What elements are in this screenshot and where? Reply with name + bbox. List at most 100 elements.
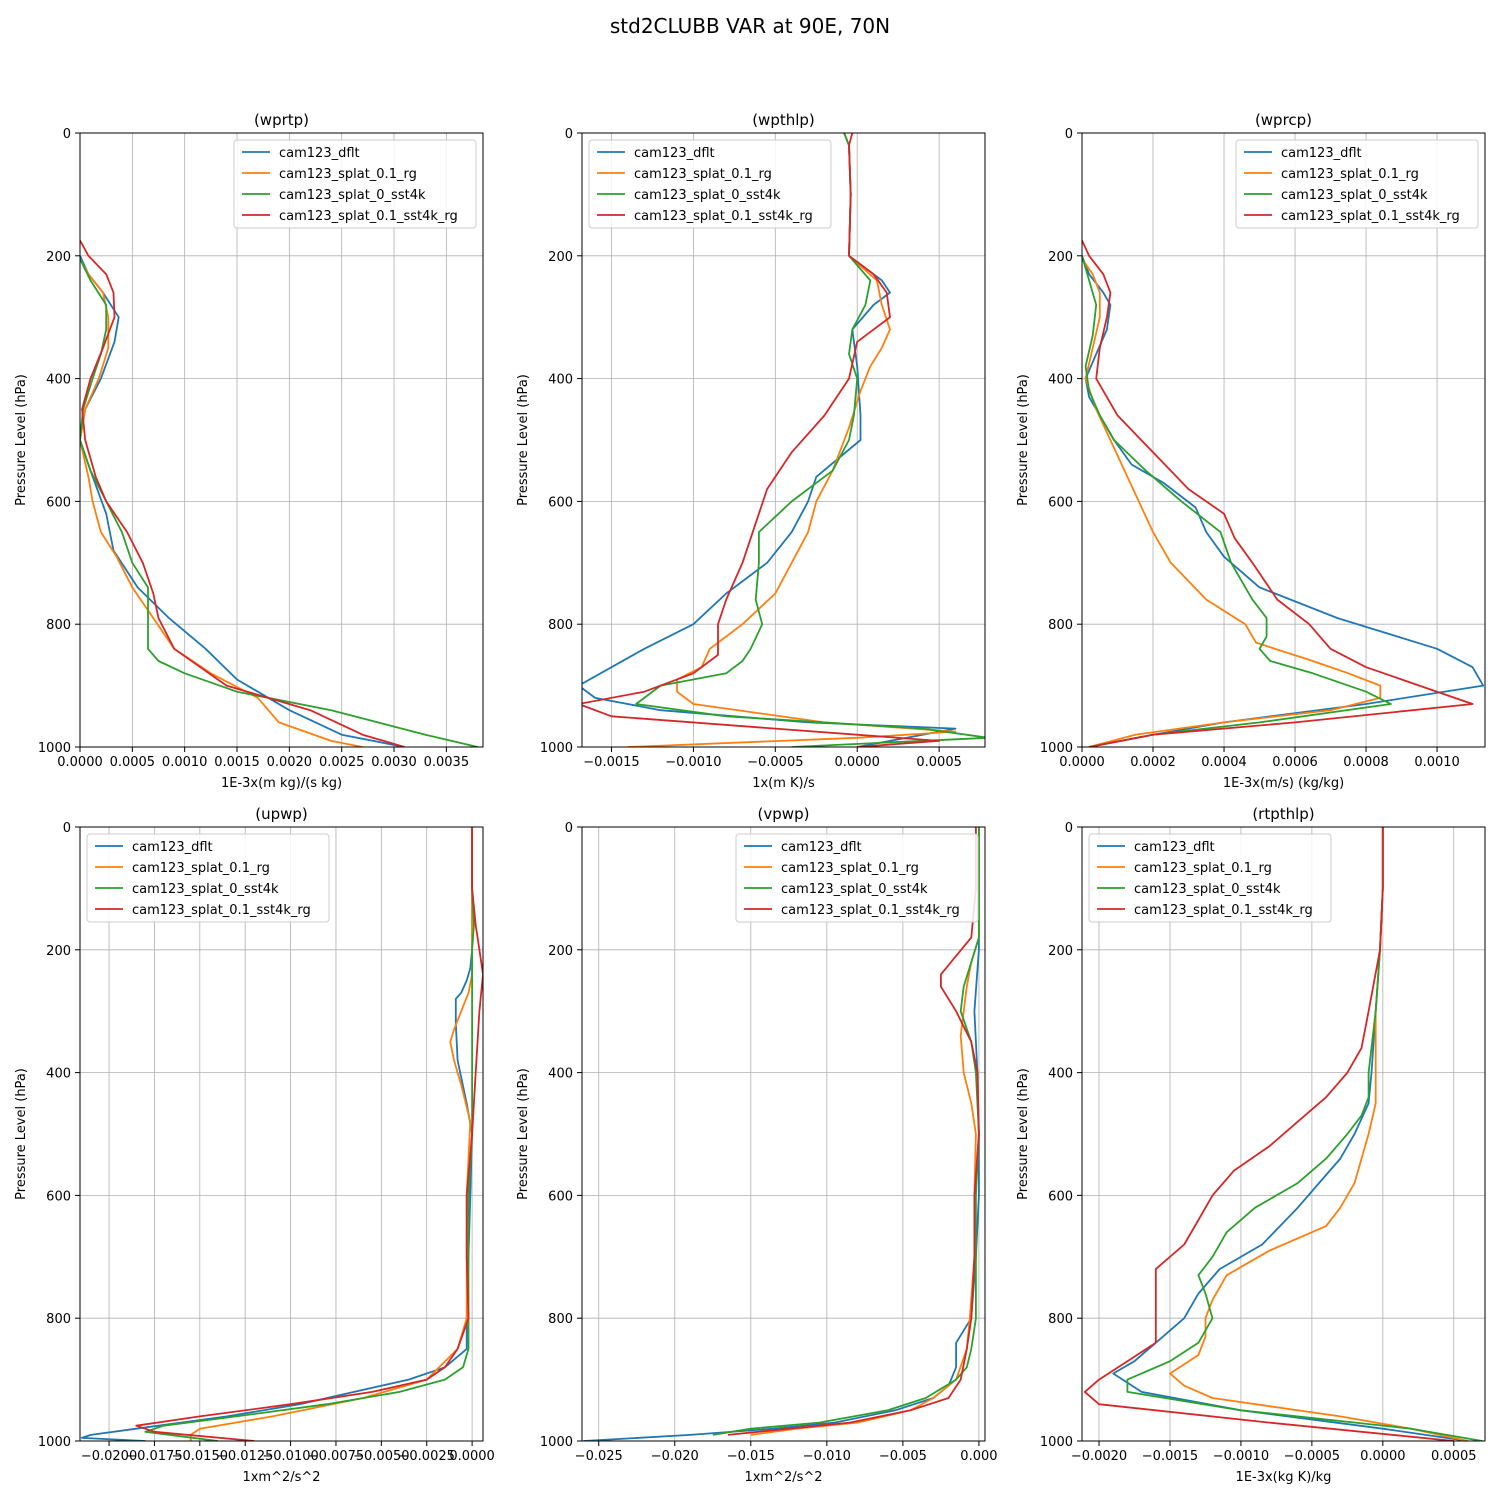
y-tick-label: 0 <box>63 821 71 836</box>
y-tick-label: 1000 <box>540 1435 573 1450</box>
legend-label: cam123_dflt <box>1134 840 1215 855</box>
chart-wprtp: 0.0000 0.0005 0.0010 0.0015 0.0020 0.0025 0.00… <box>14 111 483 791</box>
y-tick-label: 800 <box>46 1312 71 1327</box>
legend: cam123_dflt cam123_splat_0.1_rg cam123_spl… <box>736 834 978 922</box>
x-tick-label: −0.020 <box>651 1449 699 1464</box>
chart-rtpthlp: −0.0020 −0.0015 −0.0010 −0.0005 0.0000 0.0005… <box>1016 805 1485 1485</box>
y-tick-label: 1000 <box>540 741 573 756</box>
y-tick-label: 400 <box>46 1067 71 1082</box>
legend-label: cam123_splat_0_sst4k <box>1134 882 1281 897</box>
legend: cam123_dflt cam123_splat_0.1_rg cam123_spl… <box>1089 834 1331 922</box>
y-tick-label: 200 <box>548 250 573 265</box>
y-tick-label: 600 <box>1048 1189 1073 1204</box>
legend-label: cam123_splat_0.1_rg <box>132 861 270 876</box>
y-tick-label: 400 <box>548 373 573 388</box>
legend-label: cam123_splat_0.1_sst4k_rg <box>1281 209 1460 224</box>
legend-label: cam123_dflt <box>634 146 715 161</box>
y-tick-label: 800 <box>1048 618 1073 633</box>
y-tick-label: 200 <box>46 944 71 959</box>
x-tick-label: −0.0005 <box>747 755 803 770</box>
x-tick-label: 0.0000 <box>1360 1449 1406 1464</box>
x-tick-label: 0.0000 <box>834 755 880 770</box>
x-tick-label: −0.0010 <box>665 755 721 770</box>
series-line-cam123_splat_0.1_rg <box>1082 259 1380 747</box>
series-line-cam123_splat_0.1_sst4k_rg <box>80 240 405 747</box>
x-tick-label: 0.0000 <box>1059 755 1105 770</box>
x-tick-label: −0.025 <box>575 1449 623 1464</box>
x-tick-label: 0.0006 <box>1272 755 1318 770</box>
y-tick-label: 1000 <box>1040 1435 1073 1450</box>
legend-label: cam123_dflt <box>279 146 360 161</box>
x-tick-label: −0.0015 <box>583 755 639 770</box>
y-axis-label: Pressure Level (hPa) <box>1016 1068 1031 1200</box>
chart-upwp: −0.0200−0.0175−0.0150−0.0125−0.0100−0.00… <box>14 805 495 1485</box>
chart-wpthlp: −0.0015 −0.0010 −0.0005 0.0000 0.0005 0 200 400… <box>516 111 988 791</box>
y-tick-label: 400 <box>1048 1067 1073 1082</box>
y-tick-label: 800 <box>1048 1312 1073 1327</box>
x-axis-label: 1x(m K)/s <box>752 776 815 791</box>
y-tick-label: 800 <box>548 618 573 633</box>
legend-label: cam123_dflt <box>781 840 862 855</box>
x-tick-label: −0.015 <box>727 1449 775 1464</box>
legend-label: cam123_splat_0.1_sst4k_rg <box>634 209 813 224</box>
y-tick-label: 0 <box>565 821 573 836</box>
chart-vpwp: −0.025 −0.020 −0.015 −0.010 −0.005 0.00002004… <box>516 805 998 1485</box>
x-tick-label: 0.0010 <box>162 755 208 770</box>
x-tick-label: 0.0025 <box>319 755 365 770</box>
y-tick-label: 800 <box>46 618 71 633</box>
chart-title: (vpwp) <box>758 805 810 823</box>
x-tick-label: 0.0020 <box>267 755 313 770</box>
legend: cam123_dflt cam123_splat_0.1_rg cam123_spl… <box>87 834 329 922</box>
legend-label: cam123_splat_0.1_sst4k_rg <box>1134 903 1313 918</box>
legend-label: cam123_splat_0.1_sst4k_rg <box>132 903 311 918</box>
y-tick-label: 600 <box>46 1189 71 1204</box>
x-tick-label: 0.0035 <box>424 755 470 770</box>
x-tick-label: −0.0010 <box>1213 1449 1269 1464</box>
legend: cam123_dflt cam123_splat_0.1_rg cam123_spl… <box>1236 140 1478 228</box>
legend-label: cam123_splat_0.1_rg <box>1134 861 1272 876</box>
y-tick-label: 0 <box>1065 821 1073 836</box>
y-axis-label: Pressure Level (hPa) <box>516 1068 531 1200</box>
x-tick-label: 0.0005 <box>1431 1449 1477 1464</box>
x-tick-label: −0.005 <box>879 1449 927 1464</box>
x-tick-label: −0.010 <box>803 1449 851 1464</box>
chart-wprcp: 0.0000 0.0002 0.0004 0.0006 0.0008 0.0010 0 200… <box>1016 111 1485 791</box>
legend-label: cam123_splat_0_sst4k <box>279 188 426 203</box>
chart-title: (upwp) <box>255 805 308 823</box>
x-tick-label: 0.0005 <box>916 755 962 770</box>
x-tick-label: 0.0008 <box>1343 755 1389 770</box>
legend-label: cam123_splat_0.1_sst4k_rg <box>781 903 960 918</box>
x-axis-label: 1E-3x(m kg)/(s kg) <box>221 776 342 791</box>
y-tick-label: 400 <box>548 1067 573 1082</box>
chart-title: (wprcp) <box>1255 111 1312 129</box>
figure-canvas: 0.0000 0.0005 0.0010 0.0015 0.0020 0.0025 0.00… <box>0 0 1500 1500</box>
x-axis-label: 1E-3x(kg K)/kg <box>1236 1470 1332 1485</box>
legend-label: cam123_splat_0_sst4k <box>781 882 928 897</box>
y-tick-label: 600 <box>548 495 573 510</box>
series-line-cam123_splat_0_sst4k <box>80 259 478 747</box>
y-tick-label: 400 <box>1048 373 1073 388</box>
y-tick-label: 600 <box>46 495 71 510</box>
y-tick-label: 800 <box>548 1312 573 1327</box>
y-axis-label: Pressure Level (hPa) <box>1016 374 1031 506</box>
x-tick-label: −0.0025 <box>399 1449 455 1464</box>
x-tick-label: 0.0005 <box>110 755 156 770</box>
x-tick-label: 0.0000 <box>57 755 103 770</box>
x-tick-label: 0.0015 <box>214 755 260 770</box>
x-tick-label: −0.0005 <box>1284 1449 1340 1464</box>
chart-title: (rtpthlp) <box>1252 805 1314 823</box>
legend-label: cam123_splat_0.1_rg <box>1281 167 1419 182</box>
legend-label: cam123_dflt <box>132 840 213 855</box>
legend-label: cam123_dflt <box>1281 146 1362 161</box>
legend-label: cam123_splat_0_sst4k <box>1281 188 1428 203</box>
y-tick-label: 600 <box>1048 495 1073 510</box>
legend-label: cam123_splat_0.1_rg <box>781 861 919 876</box>
y-axis-label: Pressure Level (hPa) <box>516 374 531 506</box>
x-tick-label: 0.0000 <box>449 1449 495 1464</box>
y-tick-label: 0 <box>1065 127 1073 142</box>
legend-label: cam123_splat_0.1_rg <box>634 167 772 182</box>
legend-label: cam123_splat_0.1_sst4k_rg <box>279 209 458 224</box>
y-tick-label: 200 <box>1048 944 1073 959</box>
x-axis-label: 1E-3x(m/s) (kg/kg) <box>1223 776 1344 791</box>
x-tick-label: 0.0004 <box>1201 755 1247 770</box>
